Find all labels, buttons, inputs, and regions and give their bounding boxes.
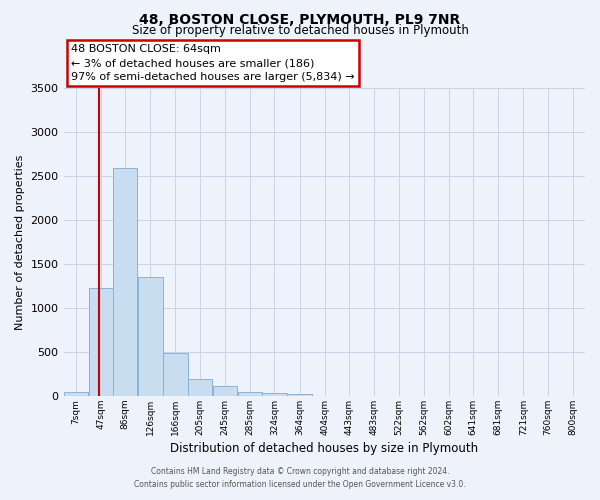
Bar [262,394,287,396]
Bar [113,168,137,396]
Text: 48, BOSTON CLOSE, PLYMOUTH, PL9 7NR: 48, BOSTON CLOSE, PLYMOUTH, PL9 7NR [139,12,461,26]
Text: 48 BOSTON CLOSE: 64sqm
← 3% of detached houses are smaller (186)
97% of semi-det: 48 BOSTON CLOSE: 64sqm ← 3% of detached … [71,44,355,82]
Bar [213,386,237,396]
Bar [163,353,188,396]
Bar [89,288,113,396]
Bar [287,394,312,396]
Bar [238,392,262,396]
X-axis label: Distribution of detached houses by size in Plymouth: Distribution of detached houses by size … [170,442,478,455]
Text: Contains HM Land Registry data © Crown copyright and database right 2024.
Contai: Contains HM Land Registry data © Crown c… [134,467,466,489]
Bar [64,392,88,396]
Bar [138,277,163,396]
Y-axis label: Number of detached properties: Number of detached properties [15,154,25,330]
Text: Size of property relative to detached houses in Plymouth: Size of property relative to detached ho… [131,24,469,37]
Bar [188,379,212,396]
